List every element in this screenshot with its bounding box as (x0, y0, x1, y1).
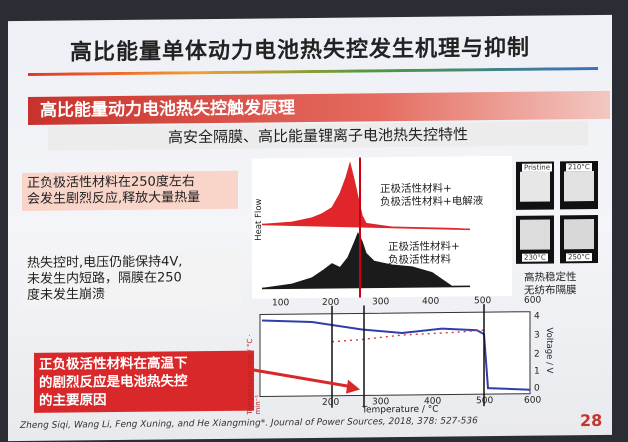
separator-sample (564, 219, 594, 250)
note-line: 的主要原因 (39, 392, 107, 409)
note-main-cause: 正负极活性材料在高温下 的剧烈反应是电池热失控 的主要原因 (34, 350, 254, 413)
title-rule (28, 66, 598, 76)
note-line: 会发生剧烈反应,释放大量热量 (27, 190, 201, 207)
x-tick: 500 (474, 296, 492, 307)
note-line: 的剧烈反应是电池热失控 (39, 373, 188, 391)
voltage-curve (261, 319, 531, 391)
separator-sample (564, 171, 594, 202)
right-tick: 3 (534, 330, 540, 341)
section-subtitle: 高安全隔膜、高比能量锂离子电池热失控特性 (48, 121, 588, 151)
separator-photos: Pristine 210°C 230°C 250°C (516, 160, 602, 272)
right-tick: 0 (534, 383, 540, 394)
page-number: 28 (580, 410, 603, 431)
slide-title: 高比能量单体动力电池热失控发生机理与抑制 (70, 35, 531, 66)
caption-line: 高热稳定性 (524, 271, 577, 284)
right-tick: 1 (534, 366, 540, 377)
heat-flow-plot: Heat Flow 正极活性材料+ 负极活性材料+电解液 正极活性材料+ 负极活… (252, 155, 512, 299)
note-line: 正负极活性材料在高温下 (39, 355, 188, 373)
voltage-temperature-curves (245, 304, 531, 408)
x-tick: 600 (524, 295, 542, 306)
legend-black-line: 正极活性材料+ (388, 240, 460, 254)
legend-black: 正极活性材料+ 负极活性材料 (388, 240, 460, 267)
separator-label: Pristine (522, 163, 553, 172)
temperature-xlabel: Temperature / °C (362, 404, 439, 416)
separator-label: 230°C (522, 253, 548, 262)
black-baseline (262, 285, 470, 290)
bottom-tick: 600 (524, 395, 542, 406)
plot-frame (259, 311, 531, 398)
right-tick: 4 (534, 311, 540, 322)
legend-red: 正极活性材料+ 负极活性材料+电解液 (380, 182, 483, 209)
note-voltage: 热失控时,电压仍能保持4V, 未发生内短路，隔膜在250 度未发生崩溃 (22, 250, 242, 308)
bottom-tick: 500 (476, 396, 494, 407)
x-tick: 100 (272, 298, 290, 309)
voltage-temperature-plot: 100 200 300 400 500 600 200 300 400 500 … (245, 293, 554, 416)
heat-flow-ylabel: Heat Flow (254, 198, 264, 241)
heat-flow-curves (261, 157, 471, 298)
presentation-slide: 高比能量单体动力电池热失控发生机理与抑制 高比能量动力电池热失控触发原理 高安全… (8, 14, 612, 442)
citation: Zheng Siqi, Wang Li, Feng Xuning, and He… (20, 416, 478, 432)
bottom-tick: 200 (322, 397, 340, 408)
separator-label: 250°C (566, 253, 592, 262)
x-tick: 200 (322, 297, 340, 308)
legend-black-line: 负极活性材料 (388, 253, 451, 267)
x-tick: 400 (422, 296, 440, 307)
right-tick: 2 (534, 349, 540, 360)
legend-red-line: 正极活性材料+ (380, 182, 452, 196)
note-line: 度未发生崩溃 (27, 287, 106, 303)
legend-red-line: 负极活性材料+电解液 (380, 195, 484, 209)
section-banner: 高比能量动力电池热失控触发原理 (28, 90, 610, 125)
arrow-shaft (245, 367, 357, 389)
voltage-ylabel: Voltage / V (544, 327, 554, 374)
separator-sample (520, 171, 550, 202)
separator-label: 210°C (566, 163, 592, 172)
x-tick: 300 (372, 297, 390, 308)
separator-sample (520, 219, 550, 250)
arrow-head (346, 379, 360, 394)
red-baseline (261, 223, 471, 231)
red-curve (261, 161, 471, 230)
note-heat-release: 正负极活性材料在250度左右 会发生剧烈反应,释放大量热量 (22, 170, 238, 212)
temp-rate-ylabel: Temperature rate / °C · min⁻¹ (246, 334, 262, 415)
black-curve (261, 232, 470, 290)
